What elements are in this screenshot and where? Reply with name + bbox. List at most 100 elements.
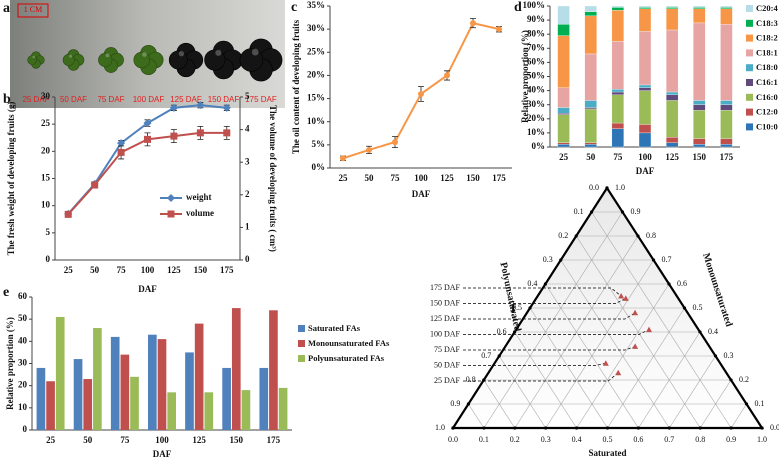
- fruit-highlight: [215, 49, 222, 56]
- x-tick-label: 75: [613, 152, 623, 162]
- legend-label: volume: [186, 208, 214, 218]
- left-tick-label: 0.2: [558, 231, 568, 240]
- x-tick-label: 25: [46, 435, 56, 445]
- point: [143, 119, 152, 128]
- right-tick-label: 0.2: [739, 375, 749, 384]
- bottom-tick-label: 0.7: [664, 435, 674, 444]
- fruit: [168, 50, 188, 70]
- x-tick-label: 100: [141, 265, 155, 275]
- y2-tick-label: 1: [245, 221, 250, 231]
- grid-line: [468, 403, 485, 429]
- bar-segment: [693, 22, 706, 101]
- legend-swatch: [746, 49, 753, 57]
- leader-line: [463, 287, 622, 297]
- y2-axis-title: The volume of developing fruits ( cm³): [268, 105, 278, 252]
- bar-segment: [720, 7, 733, 9]
- bar-segment: [720, 8, 733, 25]
- right-tick-label: 0.1: [755, 399, 765, 408]
- bar-segment: [584, 142, 597, 145]
- leader-line: [463, 362, 606, 366]
- legend-swatch: [746, 5, 753, 12]
- point: [418, 90, 424, 97]
- bar-segment: [666, 29, 679, 93]
- legend-swatch: [746, 79, 753, 86]
- legend-label: weight: [186, 192, 212, 202]
- bar: [194, 323, 204, 430]
- bar-segment: [611, 5, 624, 8]
- legend-swatch: [746, 93, 753, 101]
- y-tick-label: 30: [18, 358, 28, 368]
- point: [496, 26, 502, 33]
- bar: [157, 339, 167, 430]
- x-tick-label: 50: [83, 435, 93, 445]
- bar-segment: [666, 94, 679, 101]
- legend-label: C20:4: [756, 3, 778, 13]
- y2-tick-label: 3: [245, 156, 250, 166]
- right-tick-label: 0.8: [646, 231, 656, 240]
- y-axis-title: Relative proportion (%): [520, 30, 530, 123]
- right-tick-label: 0.5: [693, 303, 703, 312]
- bottom-tick-label: 0.9: [726, 435, 736, 444]
- legend-label: C16:1: [756, 77, 778, 87]
- bar-segment: [584, 107, 597, 110]
- bar-segment: [693, 138, 706, 145]
- bottom-tick-label: 0.4: [572, 435, 582, 444]
- bar-segment: [557, 87, 570, 108]
- bar-segment: [693, 100, 706, 105]
- point: [91, 181, 99, 189]
- y-tick-label: 60: [18, 291, 28, 301]
- x-tick-label: 25: [64, 265, 74, 275]
- photo-caption: 100 DAF: [133, 95, 165, 104]
- fruit-highlight: [105, 53, 110, 58]
- panel-letter: f: [511, 302, 516, 317]
- y-axis-title: The fresh weight of developing fruits (g…: [6, 102, 16, 256]
- legend-label: C18:3: [756, 18, 778, 28]
- legend-label: C18:2: [756, 33, 778, 43]
- photo-caption: 50 DAF: [60, 95, 87, 104]
- point: [170, 132, 178, 140]
- bar-segment: [720, 104, 733, 111]
- y-tick-label: 80%: [527, 28, 545, 38]
- bar: [83, 379, 93, 430]
- bar: [185, 352, 194, 430]
- point: [622, 295, 629, 301]
- y-axis-title: Relative proportion (%): [5, 317, 15, 410]
- grid-line: [607, 307, 685, 429]
- grid-line: [545, 259, 654, 429]
- legend-swatch: [298, 325, 305, 332]
- x-tick-label: 100: [155, 435, 169, 445]
- y-tick-label: 30: [41, 91, 51, 101]
- y-tick-label: 20: [18, 380, 28, 390]
- point: [222, 103, 231, 112]
- photo-caption: 150 DAF: [208, 95, 240, 104]
- bar-segment: [720, 24, 733, 101]
- x-axis-title: DAF: [412, 189, 431, 199]
- x-tick-label: 75: [120, 435, 130, 445]
- fruit: [98, 52, 113, 68]
- point-label: 50 DAF: [434, 360, 461, 369]
- bar: [148, 334, 157, 430]
- grid-line: [529, 307, 608, 429]
- y-tick-label: 70%: [527, 42, 545, 52]
- point: [340, 155, 346, 162]
- bar-segment: [611, 91, 624, 95]
- point: [470, 20, 476, 27]
- scale-bar: [17, 3, 49, 18]
- panel-letter: e: [3, 285, 9, 300]
- fruit-highlight: [178, 50, 185, 57]
- bar-segment: [557, 5, 570, 25]
- x-tick-label: 125: [167, 265, 181, 275]
- panel-letter: d: [514, 0, 522, 15]
- y-tick-label: 20%: [527, 113, 545, 123]
- legend-swatch: [746, 108, 753, 116]
- y-tick-label: 20: [41, 145, 51, 155]
- bar: [204, 392, 214, 430]
- x-tick-label: 25: [559, 152, 569, 162]
- point-label: 150 DAF: [430, 298, 461, 307]
- fruit-highlight: [68, 54, 73, 58]
- right-axis-title: Monounsaturated: [700, 252, 734, 329]
- right-tick-label: 0.9: [631, 207, 641, 216]
- y-tick-label: 90%: [527, 14, 545, 24]
- bar-segment: [720, 144, 733, 148]
- y-tick-label: 5%: [312, 139, 326, 149]
